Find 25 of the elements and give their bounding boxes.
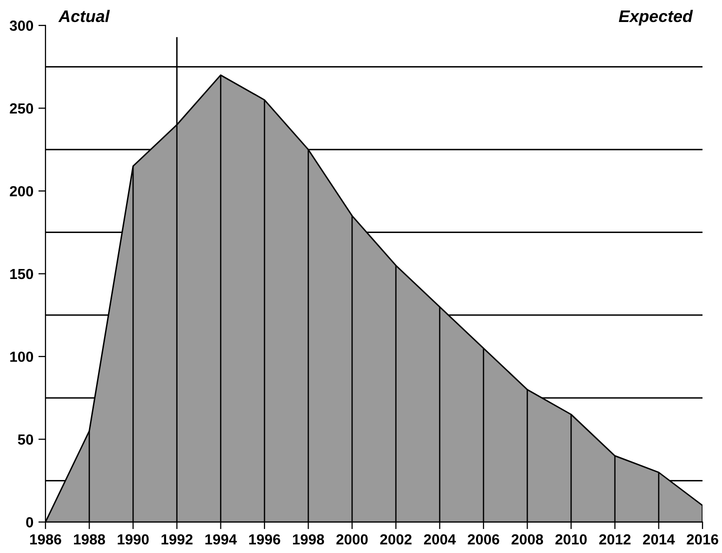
- y-tick-label: 250: [10, 103, 34, 114]
- y-tick-label: 150: [10, 268, 34, 280]
- y-tick-label: 100: [10, 352, 34, 362]
- x-tick-label: 2006: [468, 534, 500, 545]
- y-tick-label: 200: [10, 186, 34, 196]
- x-tick-label: 2004: [424, 534, 456, 545]
- x-tick-label: 2012: [599, 534, 631, 545]
- x-tick-label: 2000: [336, 534, 368, 545]
- x-tick-label: 2002: [380, 534, 412, 545]
- x-tick-label: 2014: [642, 534, 675, 545]
- x-tick-label: 1990: [118, 534, 149, 545]
- x-tick-label: 1996: [249, 534, 280, 545]
- x-tick-label: 1986: [30, 534, 62, 545]
- x-tick-label: 2008: [512, 534, 544, 545]
- x-tick-label: 2016: [686, 534, 718, 545]
- x-tick-label: 1994: [205, 534, 237, 545]
- y-tick-label: 0: [26, 517, 34, 528]
- y-tick-label: 50: [18, 434, 34, 445]
- text: Actual: [58, 10, 110, 22]
- x-tick-label: 1992: [162, 534, 193, 545]
- y-tick-label: 300: [10, 20, 34, 31]
- x-tick-label: 2010: [555, 534, 587, 545]
- x-tick-label: 1998: [292, 534, 324, 545]
- x-tick-label: 1988: [74, 534, 106, 545]
- text: Expected: [618, 10, 693, 26]
